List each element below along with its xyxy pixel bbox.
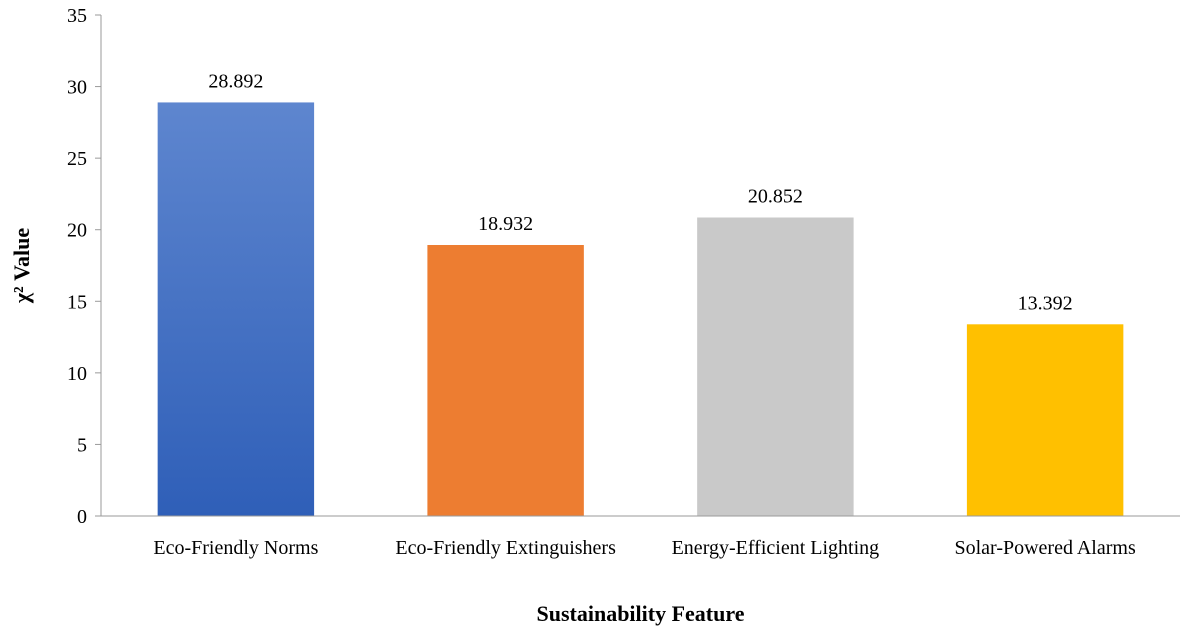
bar-1 [157, 102, 315, 517]
y-tick-label: 25 [67, 148, 87, 170]
data-label: 18.932 [478, 213, 533, 235]
y-tick-label: 0 [77, 506, 87, 528]
y-tick-label: 35 [67, 5, 87, 27]
data-label: 20.852 [748, 186, 803, 208]
bar-2 [427, 245, 584, 516]
y-tick-label: 30 [67, 77, 87, 99]
y-axis-ticks: 0 5 10 15 20 25 30 35 [67, 5, 101, 528]
category-label: Solar-Powered Alarms [955, 537, 1136, 559]
x-axis-title: Sustainability Feature [536, 601, 744, 626]
y-tick-label: 20 [67, 220, 87, 242]
bars [157, 102, 1124, 517]
category-label: Eco-Friendly Extinguishers [395, 537, 616, 559]
y-tick-label: 10 [67, 363, 87, 385]
y-tick-label: 5 [77, 434, 87, 456]
y-tick-label: 15 [67, 291, 87, 313]
category-labels: Eco-Friendly Norms Eco-Friendly Extinguis… [153, 537, 1136, 559]
bar-4 [966, 324, 1124, 516]
data-label: 28.892 [208, 70, 263, 92]
data-label: 13.392 [1018, 292, 1073, 314]
category-label: Energy-Efficient Lighting [672, 537, 880, 559]
category-label: Eco-Friendly Norms [153, 537, 318, 559]
y-axis-title: χ² Value [9, 228, 34, 304]
bar-3 [697, 217, 854, 517]
data-labels: 28.892 18.932 20.852 13.392 [208, 70, 1072, 314]
